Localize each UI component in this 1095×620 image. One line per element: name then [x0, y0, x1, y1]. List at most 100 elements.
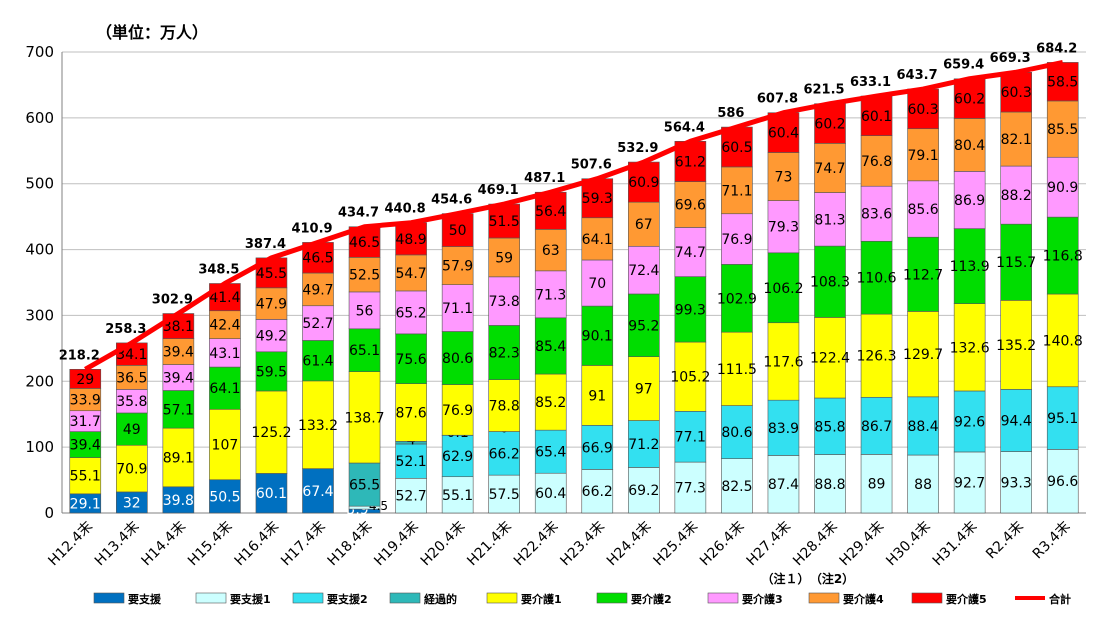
- bar-segment: [395, 477, 427, 514]
- legend-label: 要支援1: [230, 592, 271, 606]
- data-label: 133.2: [298, 418, 338, 434]
- bar-segment: [1046, 293, 1079, 388]
- legend-label: 要支援2: [327, 592, 368, 606]
- data-label: 77.3: [675, 481, 706, 497]
- total-label: 643.7: [897, 68, 938, 83]
- bar-segment: [1000, 71, 1032, 113]
- data-label: 61.4: [302, 354, 333, 370]
- data-label: 90.9: [1047, 180, 1078, 196]
- bar-segment: [814, 245, 846, 318]
- data-label: 60.2: [814, 117, 845, 133]
- x-tick-label: H18.4末: [325, 519, 376, 570]
- bar-segment: [441, 213, 474, 247]
- bar-segment: [395, 254, 427, 292]
- bar-segment: [721, 405, 753, 459]
- bar-segment: [860, 313, 893, 398]
- data-label: 56.4: [535, 204, 566, 220]
- data-label: 129.7: [903, 347, 943, 363]
- bar-segment: [255, 390, 288, 474]
- data-label: 65.2: [396, 305, 427, 321]
- legend-label: 要介護2: [631, 592, 672, 606]
- bar-segment: [441, 284, 474, 332]
- bar-segment: [628, 293, 660, 357]
- legend-label: 要介護5: [946, 592, 987, 606]
- data-label: 87.6: [396, 406, 427, 422]
- bar-segment: [1046, 216, 1079, 295]
- data-label: 47.9: [256, 297, 287, 313]
- y-tick-label: 700: [25, 43, 54, 61]
- bar-segment: [441, 331, 474, 385]
- data-label: 54.7: [396, 266, 427, 282]
- data-label: 74.7: [675, 245, 706, 261]
- bar-segment: [628, 420, 660, 468]
- data-label: 66.2: [489, 446, 520, 462]
- bar-segment: [162, 390, 195, 429]
- bar-segment: [907, 454, 939, 514]
- bar-segment: [674, 181, 707, 228]
- category-note: （注2）: [810, 571, 854, 586]
- data-label: 73.8: [489, 294, 520, 310]
- data-label: 71.1: [442, 301, 473, 317]
- bar-segment: [628, 245, 660, 295]
- data-label: 46.5: [349, 235, 380, 251]
- data-label: 34.1: [116, 347, 147, 363]
- total-line-layer: 218.2 258.3 302.9 348.5 387.4 410.9 434.7 440.8…: [59, 41, 1077, 372]
- data-label: 80.6: [442, 351, 473, 367]
- category-note: （注１）: [761, 571, 809, 586]
- data-label: 45.5: [256, 266, 287, 282]
- data-label: 49: [123, 422, 141, 438]
- data-label: 87.4: [768, 477, 799, 493]
- data-label: 83.6: [861, 207, 892, 223]
- bar-segment: [767, 252, 800, 324]
- data-label: 39.4: [163, 345, 194, 361]
- data-label: 74.7: [814, 161, 845, 177]
- data-label: 122.4: [810, 351, 850, 367]
- data-label: 79.3: [768, 220, 799, 236]
- x-tick-label: H24.4末: [604, 519, 655, 570]
- data-label: 36.5: [116, 370, 147, 386]
- total-line: [84, 59, 1064, 372]
- total-label: 440.8: [385, 202, 426, 217]
- bar-segment: [628, 467, 660, 514]
- data-label: 80.6: [721, 425, 752, 441]
- bar-segment: [488, 474, 520, 514]
- bar-segment: [441, 384, 474, 436]
- bar-segment: [860, 240, 893, 315]
- data-label: 46.5: [302, 251, 333, 267]
- data-label: 51.5: [489, 214, 520, 230]
- legend-swatch: [911, 592, 943, 604]
- data-label: 106.2: [763, 281, 803, 297]
- x-tick-label: H15.4末: [185, 519, 236, 570]
- data-label: 91: [588, 388, 606, 404]
- total-label: 586: [717, 106, 744, 121]
- bar-segment: [441, 476, 474, 514]
- bar-segment: [488, 325, 520, 380]
- data-label: 80.4: [954, 138, 985, 154]
- total-label: 507.6: [571, 158, 612, 173]
- data-label: 93.3: [1001, 475, 1032, 491]
- data-label: 113.9: [950, 259, 990, 275]
- x-tick-label: H13.4末: [92, 519, 143, 570]
- data-label: 85.6: [908, 202, 939, 218]
- bar-segment: [116, 444, 148, 493]
- x-tick-label: H31.4末: [930, 519, 981, 570]
- data-label: 88: [914, 477, 932, 493]
- bar-segment: [674, 341, 707, 412]
- data-label: 39.4: [163, 371, 194, 387]
- data-label: 60.1: [861, 109, 892, 125]
- data-label: 69.6: [675, 198, 706, 214]
- data-label: 59.5: [256, 364, 287, 380]
- data-label: 39.4: [70, 438, 101, 454]
- data-label: 92.7: [954, 475, 985, 491]
- bar-segment: [907, 180, 939, 238]
- legend-label: 要介護1: [521, 592, 562, 606]
- bar-segment: [674, 411, 707, 463]
- data-label: 82.1: [1001, 132, 1032, 148]
- data-label: 81.3: [814, 212, 845, 228]
- bar-segment: [674, 227, 707, 277]
- data-label: 108.3: [810, 275, 850, 291]
- total-label: 669.3: [990, 51, 1031, 66]
- data-label: 111.5: [717, 362, 757, 378]
- bar-segment: [395, 333, 427, 384]
- data-label: 41.4: [209, 290, 240, 306]
